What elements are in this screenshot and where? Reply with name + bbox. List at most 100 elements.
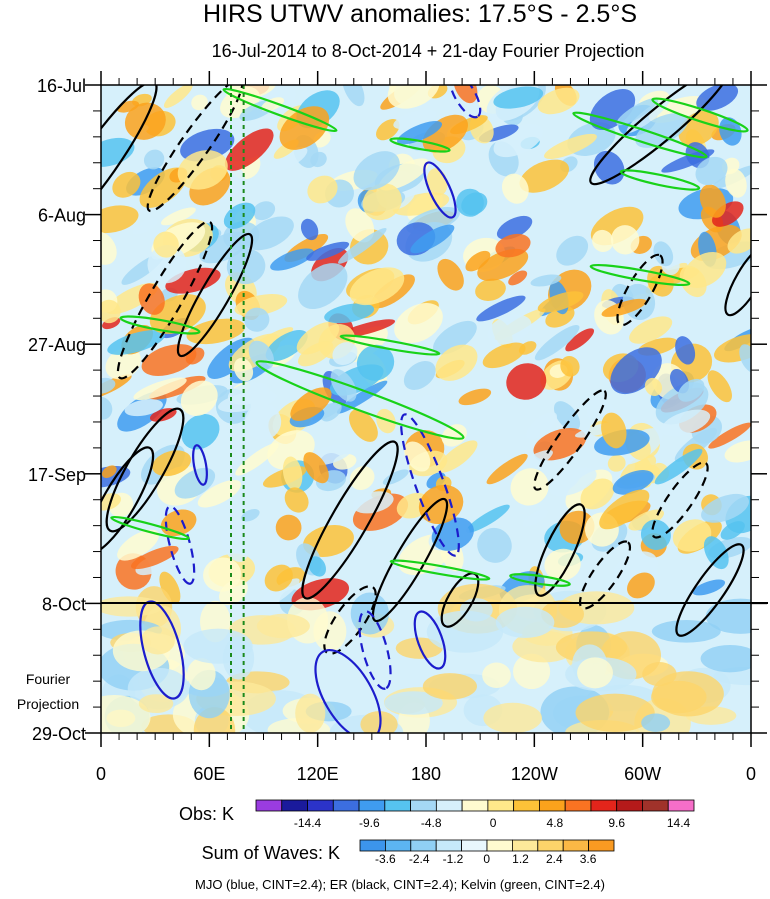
waves-colorbar-label: Sum of Waves: K (202, 843, 340, 863)
y-tick-label: 16-Jul (37, 76, 86, 96)
anomaly-cell (607, 454, 626, 472)
contour-mjo (358, 610, 392, 690)
anomaly-cell (191, 94, 208, 111)
anomaly-cell (349, 409, 378, 442)
anomaly-cell (739, 344, 751, 374)
anomaly-cell (244, 403, 282, 440)
anomaly-cell (720, 521, 745, 540)
anomaly-cell (701, 493, 750, 523)
contour-er (589, 85, 731, 186)
anomaly-cell (477, 248, 529, 281)
contour-kelvin (619, 169, 701, 191)
anomaly-cell (336, 380, 388, 414)
anomaly-cell (308, 556, 327, 577)
y-tick-label: 8-Oct (42, 594, 86, 614)
x-tick-label: 60W (624, 764, 661, 784)
obs-colorbar-label: Obs: K (179, 804, 234, 824)
contour-kelvin (572, 111, 708, 159)
anomaly-cell (124, 399, 163, 417)
contour-er (101, 85, 158, 240)
obs-colorbar-swatch (461, 799, 489, 812)
contour-er (176, 232, 254, 358)
y-tick-label: 29-Oct (32, 724, 86, 744)
anomaly-cell (418, 484, 464, 524)
contour-er (301, 440, 399, 600)
anomaly-cell (404, 441, 431, 472)
anomaly-cell (356, 344, 395, 381)
contour-er (371, 497, 449, 623)
anomaly-cell (708, 422, 751, 449)
anomaly-cell (654, 448, 703, 485)
anomaly-cell (482, 342, 526, 369)
anomaly-cell (353, 151, 400, 191)
anomaly-cell (338, 228, 387, 264)
obs-colorbar-swatch (410, 799, 437, 812)
waves-colorbar-tick-label: 0 (483, 852, 490, 866)
anomaly-cell (101, 465, 117, 478)
anomaly-cell (433, 320, 477, 355)
anomaly-cell (508, 450, 553, 477)
anomaly-cell (565, 328, 595, 352)
anomaly-cell (537, 291, 584, 313)
anomaly-cell (616, 97, 659, 126)
anomaly-cell (264, 564, 293, 592)
contour-er (675, 543, 745, 637)
contour-er (116, 220, 214, 380)
anomaly-cell (437, 258, 464, 291)
anomaly-cell (556, 235, 589, 266)
anomaly-cell (678, 110, 719, 147)
anomaly-cell (437, 440, 478, 473)
projection-cell (384, 691, 443, 715)
anomaly-cell (476, 295, 526, 322)
anomaly-cell (510, 468, 549, 506)
waves-colorbar-tick-label: -2.4 (409, 852, 430, 866)
y-tick-label: 6-Aug (38, 206, 86, 226)
obs-colorbar-swatch (667, 799, 695, 812)
projection-cell (360, 711, 398, 733)
anomaly-cell (387, 85, 440, 109)
anomaly-cell (612, 470, 654, 495)
anomaly-cell (345, 208, 375, 243)
contour-kelvin (119, 315, 201, 335)
contour-kelvin (255, 360, 465, 440)
anomaly-cell (560, 356, 580, 377)
anomaly-cell (599, 489, 650, 530)
anomaly-cell (101, 299, 121, 324)
anomaly-cell (181, 414, 220, 450)
x-tick-label: 180 (411, 764, 441, 784)
x-tick-label: 0 (746, 764, 756, 784)
anomaly-cell (180, 380, 218, 416)
anomaly-cell (324, 303, 375, 324)
anomaly-cell (153, 231, 179, 258)
anomaly-cell (549, 467, 597, 497)
anomaly-cell (644, 377, 663, 396)
projection-cell (138, 694, 174, 714)
obs-colorbar-swatch (307, 799, 334, 812)
waves-colorbar-tick-label: 2.4 (546, 852, 563, 866)
anomaly-cell (441, 424, 467, 447)
contour-mjo (400, 413, 460, 557)
contour-er (533, 389, 607, 491)
anomaly-cell (522, 509, 548, 527)
anomaly-cell (601, 412, 627, 449)
anomaly-cell (275, 514, 302, 541)
anomaly-cell (692, 579, 726, 596)
anomaly-cell (403, 361, 436, 390)
anomaly-cell (465, 504, 510, 533)
waves-colorbar-swatch (359, 839, 386, 852)
anomaly-cell (141, 344, 197, 376)
anomaly-cell (342, 85, 365, 107)
anomaly-cell (244, 307, 270, 332)
anomaly-cell (300, 218, 319, 241)
anomaly-cell (465, 250, 491, 272)
obs-colorbar-tick-label: 0 (490, 816, 497, 830)
anomaly-cell (152, 450, 192, 477)
obs-colorbar-tick-label: 14.4 (667, 816, 691, 830)
y-tick-label: 17-Sep (28, 465, 86, 485)
anomaly-cell (393, 109, 437, 130)
anomaly-cell (298, 263, 348, 310)
contour-kelvin (389, 559, 491, 581)
anomaly-cell (468, 554, 513, 590)
anomaly-cell (475, 278, 506, 301)
